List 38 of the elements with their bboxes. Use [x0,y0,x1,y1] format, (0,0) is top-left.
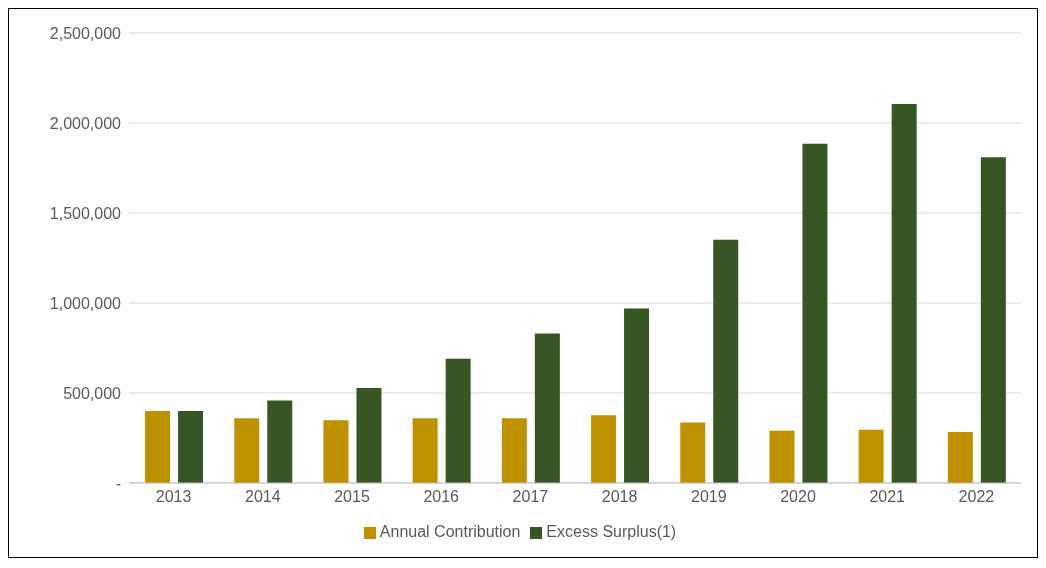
x-tick-label: 2017 [512,488,549,506]
x-tick-label: 2020 [780,488,816,506]
x-tick-label: 2015 [334,488,370,506]
bar [624,308,650,483]
x-tick-label: 2021 [869,488,906,506]
bar [501,418,527,483]
legend-label: Annual Contribution [379,523,521,540]
bar [145,411,171,483]
x-tick-label: 2013 [155,488,192,506]
y-tick-label: 2,000,000 [49,114,122,132]
x-tick-label: 2022 [958,488,995,506]
bar [178,411,204,483]
legend-label: Excess Surplus(1) [546,523,677,540]
y-tick-label: 2,500,000 [49,24,122,42]
bar [323,420,349,483]
y-tick-label: - [115,474,121,492]
bar [234,418,260,483]
bar [980,157,1006,483]
bar [412,418,438,483]
x-tick-label: 2019 [691,488,727,506]
bar [267,400,293,483]
bar [356,387,382,483]
y-tick-label: 1,000,000 [49,294,122,312]
bar [445,358,471,483]
bar [713,239,739,483]
bar [769,430,795,483]
y-tick-label: 1,500,000 [49,204,122,222]
x-tick-label: 2018 [601,488,638,506]
bar [891,103,917,483]
bar [947,431,973,483]
x-tick-label: 2016 [423,488,460,506]
bar [534,333,560,483]
y-tick-label: 500,000 [63,384,122,402]
bar [591,415,617,483]
x-tick-label: 2014 [245,488,281,506]
bar [858,429,884,483]
bar [680,422,706,483]
bar [802,143,828,483]
